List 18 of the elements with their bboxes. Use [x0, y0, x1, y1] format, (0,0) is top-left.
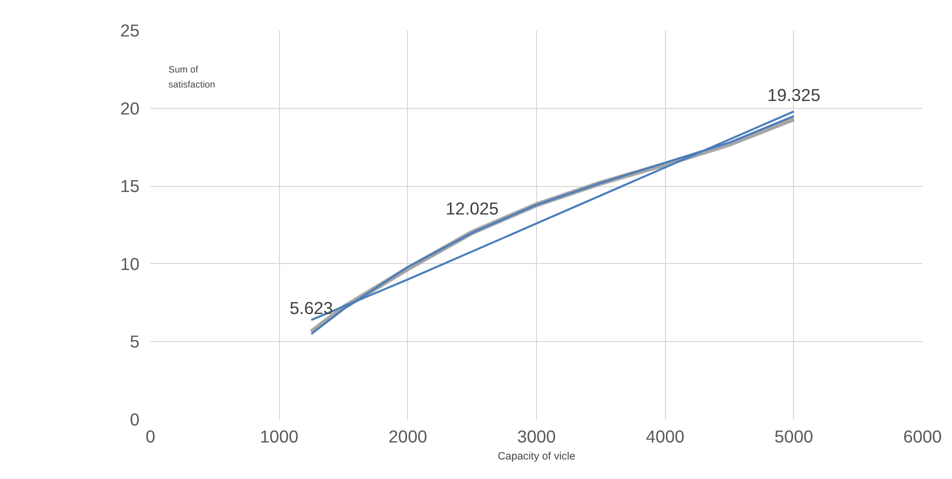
x-tick-label: 1000: [260, 426, 298, 446]
data-label: 12.025: [446, 198, 499, 218]
x-tick-label: 5000: [774, 426, 814, 446]
y-tick-label: 15: [120, 176, 140, 196]
y-axis-title: Sum of satisfaction: [168, 64, 216, 90]
y-tick-label: 25: [120, 20, 140, 40]
data-label: 5.623: [290, 298, 334, 318]
y-tick-label: 5: [130, 332, 140, 352]
y-tick-label: 0: [130, 410, 140, 430]
y-tick-label: 10: [120, 254, 140, 274]
x-tick-label: 3000: [517, 426, 556, 446]
y-tick-label: 20: [120, 98, 140, 118]
x-tick-label: 0: [146, 426, 156, 446]
x-tick-label: 2000: [388, 426, 428, 446]
x-tick-label: 4000: [646, 426, 684, 446]
x-tick-label: 6000: [903, 426, 942, 446]
x-axis-title: Capacity of vicle: [498, 450, 576, 462]
data-label: 19.325: [767, 84, 820, 105]
